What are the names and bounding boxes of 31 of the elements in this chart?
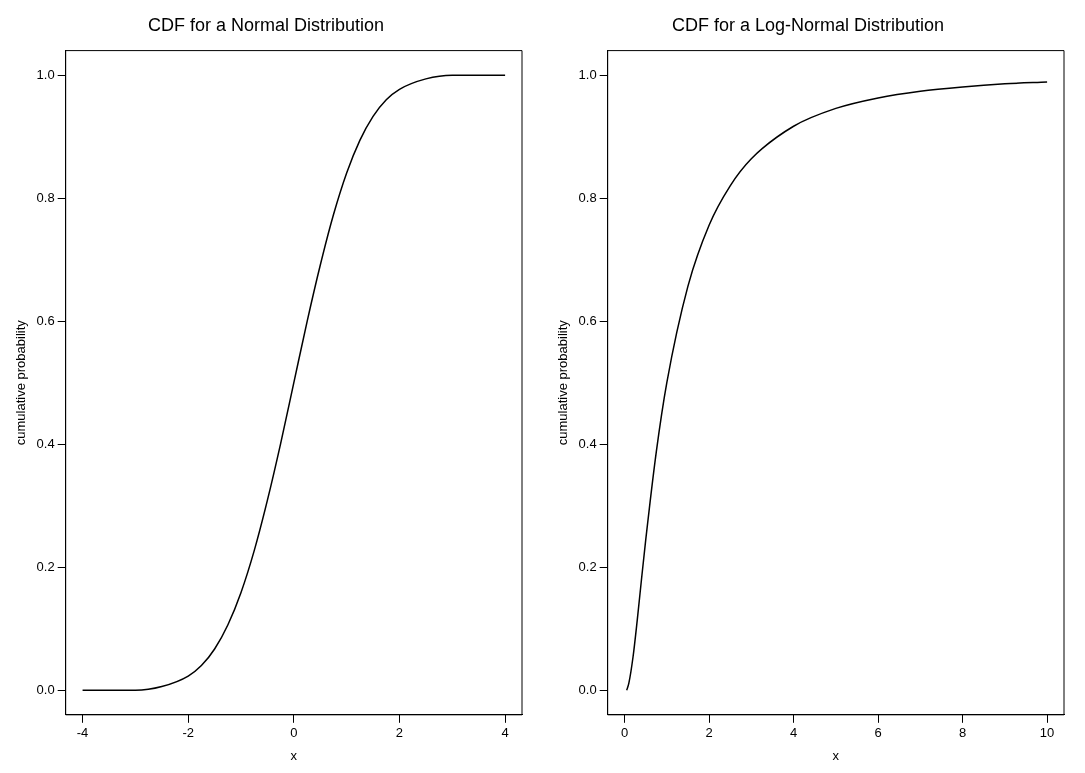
y-tick-label: 0.6 — [578, 312, 597, 328]
chart-title: CDF for a Normal Distribution — [147, 14, 385, 35]
x-tick-label: 0 — [290, 725, 298, 741]
y-tick-label: 1.0 — [36, 66, 55, 82]
x-tick-label: 2 — [395, 725, 404, 741]
y-tick-label: 0.2 — [36, 558, 55, 574]
y-tick-label: 0.8 — [578, 189, 597, 205]
x-tick-label: 6 — [874, 725, 882, 741]
y-tick-label: 0.0 — [36, 681, 55, 697]
x-tick-label: 4 — [501, 725, 509, 741]
line-series — [625, 81, 1048, 691]
y-tick-label: 0.4 — [36, 435, 55, 451]
y-axis-title: cumulative probability — [555, 319, 571, 446]
x-tick-label: 4 — [789, 725, 798, 741]
y-tick-label: 0.0 — [578, 681, 597, 697]
x-tick-label: -2 — [182, 725, 194, 741]
y-tick-label: 0.6 — [36, 312, 55, 328]
chart-title: CDF for a Log-Normal Distribution — [671, 14, 945, 35]
y-axis-title: cumulative probability — [13, 319, 29, 446]
x-axis-title: x — [290, 747, 298, 763]
x-tick-label: 0 — [620, 725, 629, 741]
x-tick-label: 2 — [705, 725, 713, 741]
y-tick-label: 0.8 — [36, 189, 55, 205]
x-tick-label: 8 — [958, 725, 967, 741]
y-tick-label: 0.4 — [578, 435, 597, 451]
line-series — [81, 74, 506, 691]
x-tick-label: -4 — [76, 725, 89, 741]
x-tick-label: 10 — [1039, 725, 1055, 741]
x-axis-title: x — [832, 747, 840, 763]
y-tick-label: 1.0 — [578, 66, 597, 82]
y-tick-label: 0.2 — [578, 558, 597, 574]
